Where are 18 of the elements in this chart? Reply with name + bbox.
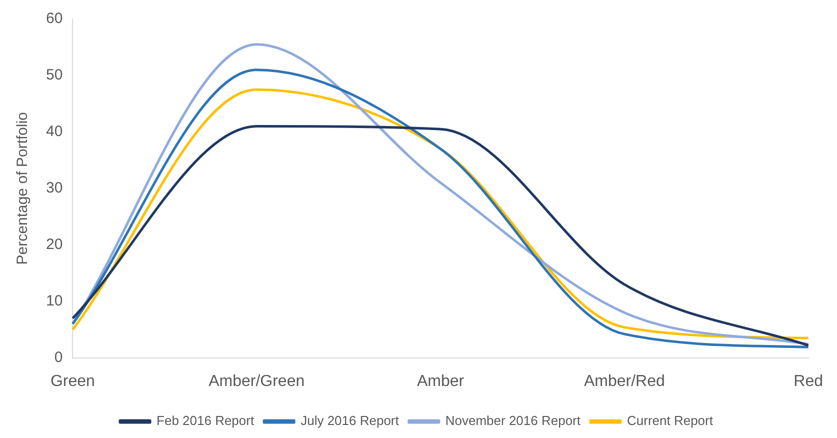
y-axis-title: Percentage of Portfolio (14, 112, 32, 265)
y-tick-label: 10 (46, 292, 63, 310)
y-tick-label: 40 (46, 123, 63, 140)
y-tick-label: 20 (46, 236, 63, 254)
legend-label: Feb 2016 Report (156, 413, 254, 428)
y-tick-label: 30 (46, 180, 63, 197)
x-tick-label: Amber/Green (208, 372, 305, 390)
x-tick-label: Red (794, 372, 824, 390)
x-tick-label: Amber/Red (584, 372, 665, 390)
x-tick-label: Amber (416, 372, 465, 390)
legend-label: July 2016 Report (300, 413, 400, 428)
line-series (71, 125, 810, 347)
legend-label: Current Report (626, 413, 714, 428)
legend-label: November 2016 Report (445, 413, 581, 428)
x-tick-label: Green (50, 372, 95, 390)
y-tick-label: 0 (54, 348, 63, 366)
y-tick-label: 60 (46, 10, 63, 28)
y-tick-label: 50 (46, 66, 63, 84)
